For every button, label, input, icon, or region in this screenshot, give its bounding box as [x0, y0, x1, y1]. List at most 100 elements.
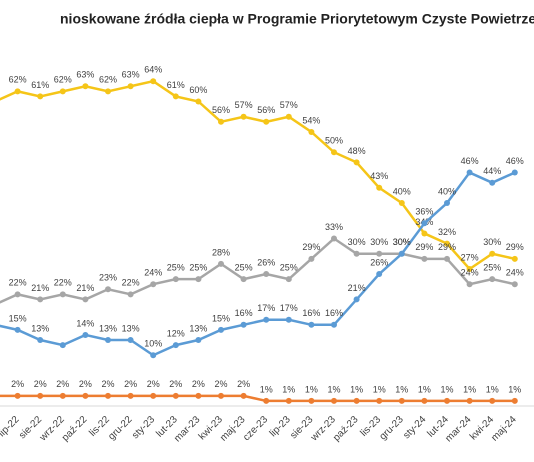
data-label: 29%	[415, 242, 433, 252]
point	[14, 392, 21, 399]
data-label: 40%	[438, 186, 456, 196]
series-line	[0, 236, 516, 304]
data-label: 1%	[418, 384, 431, 394]
data-label: 64%	[144, 65, 162, 75]
point	[172, 276, 179, 283]
data-label: 30%	[483, 237, 501, 247]
data-label: 32%	[438, 227, 456, 237]
data-label: 2%	[192, 379, 205, 389]
data-label: 2%	[147, 379, 160, 389]
point	[37, 337, 44, 344]
point	[489, 250, 496, 257]
data-label: 15%	[9, 313, 27, 323]
data-label: 61%	[167, 80, 185, 90]
point	[376, 250, 383, 257]
data-label: 1%	[305, 384, 318, 394]
point	[308, 255, 315, 262]
point	[444, 200, 450, 206]
point	[240, 276, 247, 283]
point	[331, 235, 337, 242]
series-line	[0, 394, 515, 403]
point	[150, 281, 157, 288]
point	[444, 240, 450, 247]
point	[421, 230, 428, 237]
data-label: 30%	[393, 237, 411, 247]
point	[218, 260, 224, 267]
point	[489, 397, 496, 404]
data-label: 10%	[144, 339, 162, 349]
data-label: 56%	[212, 105, 230, 115]
point	[444, 255, 450, 262]
data-label: 2%	[56, 379, 69, 389]
point	[172, 93, 179, 100]
point	[195, 337, 202, 344]
point	[59, 291, 66, 298]
point	[331, 397, 337, 404]
point	[218, 326, 224, 333]
data-label: 22%	[122, 278, 140, 288]
point	[82, 392, 89, 399]
data-label: 61%	[31, 80, 49, 90]
data-label: 36%	[415, 207, 433, 217]
point	[421, 220, 428, 227]
data-label: 26%	[370, 257, 388, 267]
point	[511, 397, 518, 404]
point	[14, 326, 21, 333]
point	[263, 118, 270, 125]
data-label: 40%	[393, 186, 411, 196]
point	[195, 276, 202, 283]
data-label: 62%	[9, 75, 27, 85]
chart-title: nioskowane źródła ciepła w Programie Pri…	[60, 11, 534, 27]
point	[353, 397, 360, 404]
point	[376, 184, 383, 191]
point	[308, 397, 315, 404]
point	[150, 352, 157, 359]
data-label: 29%	[506, 242, 524, 252]
data-label: 25%	[483, 263, 501, 273]
data-label: 14%	[76, 318, 94, 328]
point	[331, 149, 337, 156]
data-label: 1%	[373, 384, 386, 394]
data-label: 2%	[237, 379, 250, 389]
data-label: 44%	[483, 166, 501, 176]
point	[466, 265, 473, 272]
data-label: 56%	[257, 105, 275, 115]
data-label: 16%	[325, 308, 343, 318]
data-label: 2%	[169, 379, 182, 389]
data-label: 57%	[235, 100, 253, 110]
data-label: 22%	[9, 278, 27, 288]
point	[127, 337, 134, 344]
data-label: 50%	[325, 136, 343, 146]
data-label: 29%	[302, 242, 320, 252]
point	[263, 271, 270, 278]
point	[511, 281, 518, 288]
data-label: 1%	[463, 384, 476, 394]
data-label: 1%	[395, 384, 408, 394]
point	[421, 397, 428, 404]
point	[105, 88, 111, 95]
data-label: 43%	[370, 171, 388, 181]
data-label: 17%	[280, 303, 298, 313]
data-label: 2%	[101, 379, 114, 389]
point	[59, 88, 66, 95]
point	[285, 276, 292, 283]
data-label: 1%	[260, 384, 273, 394]
data-label: 25%	[167, 263, 185, 273]
point	[195, 98, 202, 105]
point	[150, 78, 157, 85]
data-label: 22%	[54, 278, 72, 288]
data-label: 2%	[34, 379, 47, 389]
data-label: 25%	[280, 263, 298, 273]
point	[285, 316, 292, 323]
data-label: 2%	[124, 379, 137, 389]
point	[59, 392, 66, 399]
data-label: 1%	[282, 384, 295, 394]
point	[308, 128, 315, 135]
data-label: 27%	[461, 252, 479, 262]
data-label: 16%	[302, 308, 320, 318]
data-label: 12%	[167, 328, 185, 338]
point	[240, 113, 247, 120]
data-label: 1%	[508, 384, 521, 394]
